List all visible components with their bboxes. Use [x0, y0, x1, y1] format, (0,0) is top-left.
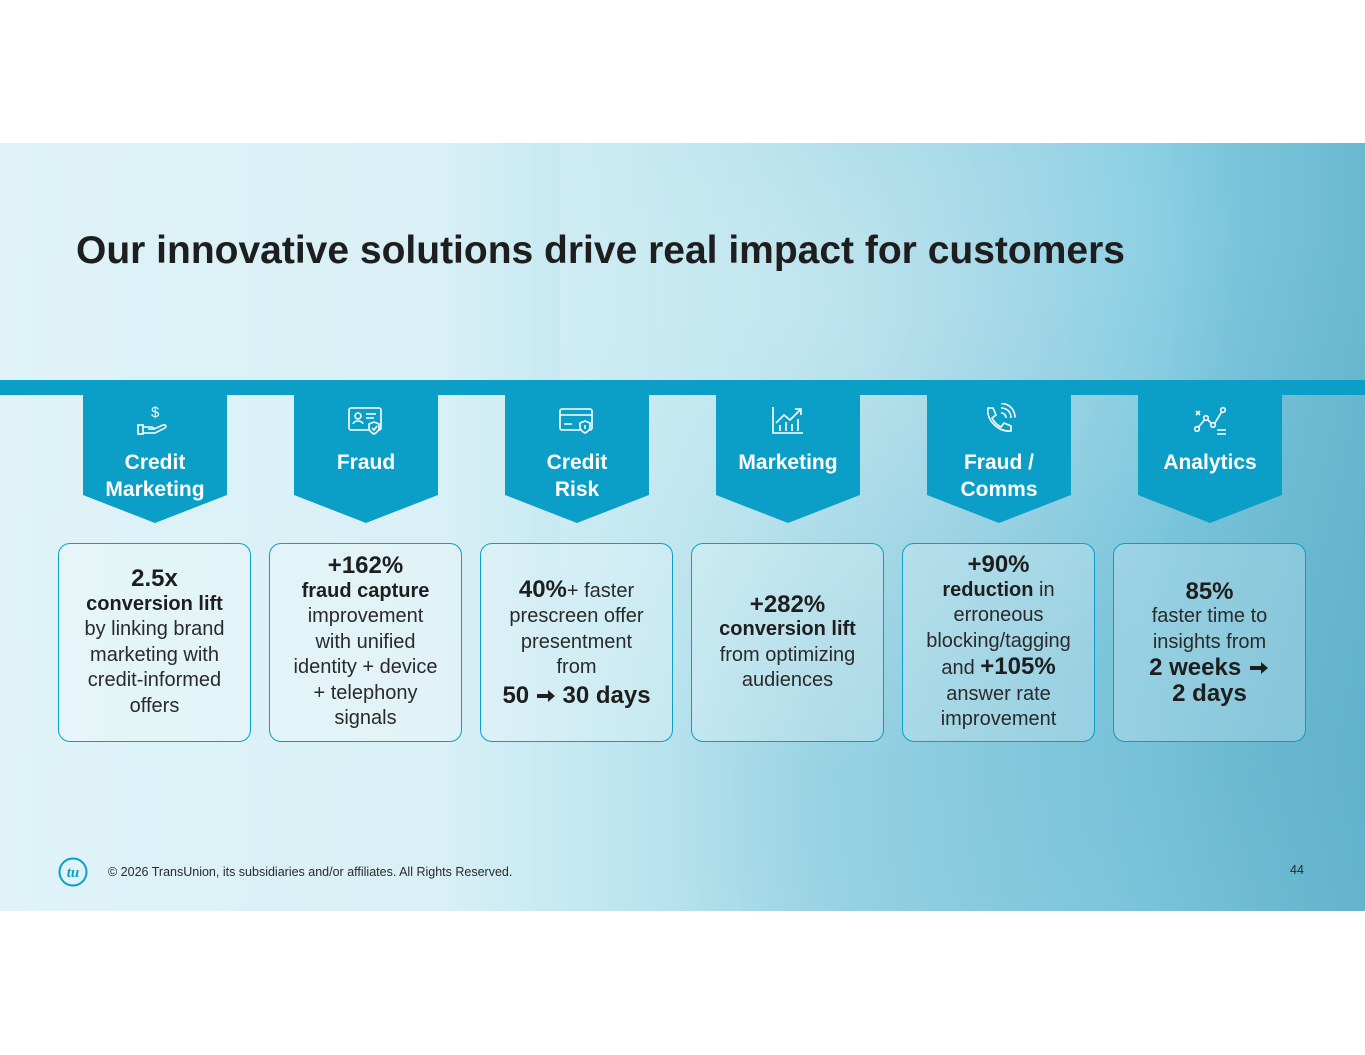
- category-label: Analytics: [1163, 451, 1257, 474]
- growth-chart-icon: [772, 407, 803, 434]
- phone-signal-icon: [987, 403, 1016, 432]
- svg-text:tu: tu: [67, 865, 80, 881]
- category-tab-fraud: Fraud: [294, 395, 438, 523]
- arrow-right-icon: [536, 689, 555, 702]
- svg-text:$: $: [151, 404, 160, 421]
- hand-dollar-icon: $: [137, 404, 167, 435]
- impact-card-credit-risk: 40%+ faster prescreen offer presentment …: [480, 543, 673, 742]
- impact-value: +90%: [967, 551, 1030, 579]
- impact-card-credit-marketing: 2.5x conversion lift by linking brand ma…: [58, 543, 251, 742]
- category-label: Fraud: [336, 451, 396, 474]
- category-label: Credit Marketing: [105, 451, 205, 501]
- page-number: 44: [1290, 863, 1304, 877]
- category-tab-analytics: Analytics: [1138, 395, 1282, 523]
- analytics-chart-icon: [1193, 406, 1227, 435]
- arrow-right-icon: [1249, 662, 1268, 675]
- category-tab-fraud-comms: Fraud / Comms: [927, 395, 1071, 523]
- impact-card-analytics: 85% faster time to insights from 2 weeks…: [1113, 543, 1306, 742]
- impact-card-marketing: +282% conversion lift from optimizing au…: [691, 543, 884, 742]
- impact-card-fraud: +162% fraud capture improvement with uni…: [269, 543, 462, 742]
- category-label: Credit Risk: [546, 451, 608, 501]
- impact-value: +282%: [749, 590, 826, 618]
- category-tab-marketing: Marketing: [716, 395, 860, 523]
- impact-value: 85%: [1185, 577, 1234, 605]
- id-card-shield-icon: [348, 407, 382, 435]
- impact-value: +162%: [327, 552, 404, 580]
- page-title: Our innovative solutions drive real impa…: [76, 229, 1125, 272]
- category-tab-credit-risk: Credit Risk: [505, 395, 649, 523]
- accent-band: [0, 380, 1365, 395]
- credit-card-shield-icon: [559, 408, 593, 434]
- copyright-text: © 2026 TransUnion, its subsidiaries and/…: [108, 865, 513, 879]
- category-tab-credit-marketing: $ Credit Marketing: [83, 395, 227, 523]
- impact-value: 40%: [518, 575, 567, 603]
- impact-value: 2.5x: [131, 565, 178, 592]
- category-label: Marketing: [738, 451, 838, 474]
- transunion-logo: tu: [58, 857, 88, 887]
- category-label: Fraud / Comms: [960, 451, 1038, 501]
- slide: Our innovative solutions drive real impa…: [0, 143, 1365, 911]
- impact-card-fraud-comms: +90% reduction in erroneous blocking/tag…: [902, 543, 1095, 742]
